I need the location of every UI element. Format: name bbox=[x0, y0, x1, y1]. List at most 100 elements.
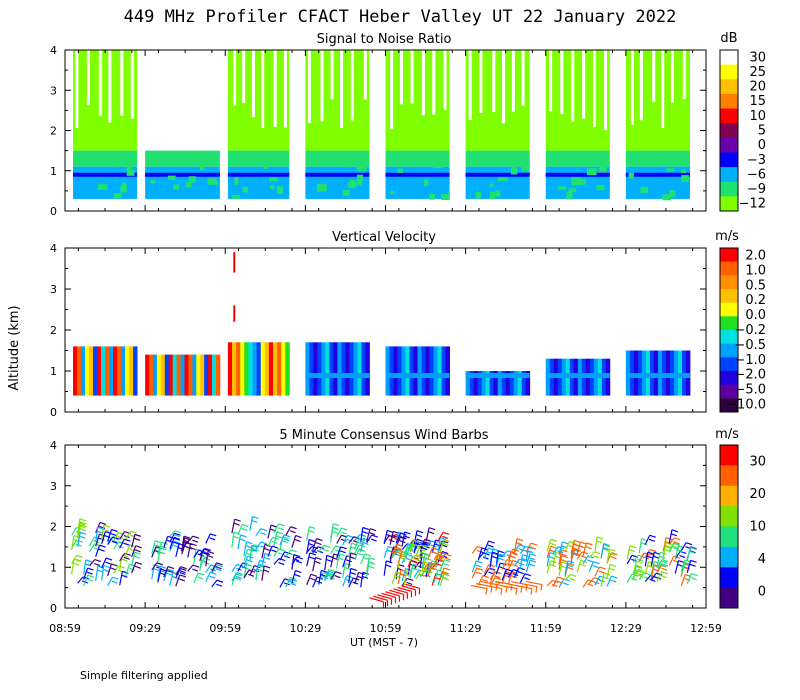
vv-cell bbox=[305, 342, 310, 396]
snr-patch bbox=[126, 169, 135, 176]
x-tick-label: 10:59 bbox=[370, 622, 402, 635]
wind-barb bbox=[360, 571, 369, 588]
snr-layer bbox=[385, 172, 450, 177]
snr-region-mid bbox=[73, 150, 138, 167]
colorbar-label: −6 bbox=[747, 167, 766, 182]
vv-cell bbox=[485, 371, 491, 396]
vv-units: m/s bbox=[715, 229, 739, 244]
wind-axes: 08:59 09:29 09:59 10:29 10:59 11:29 11:59 12:29… bbox=[49, 439, 722, 635]
wind-barbs bbox=[71, 515, 698, 608]
vv-cell bbox=[409, 346, 414, 396]
snr-layer bbox=[227, 172, 290, 177]
wind-barb bbox=[205, 533, 217, 544]
wind-barb bbox=[89, 558, 102, 567]
snr-region-low bbox=[385, 166, 450, 199]
snr-panel-title: Signal to Noise Ratio bbox=[317, 32, 452, 47]
wind-barb bbox=[401, 585, 417, 596]
wind-barb bbox=[273, 557, 286, 566]
snr-gap-streak bbox=[511, 50, 515, 112]
snr-gap-streak bbox=[350, 50, 354, 121]
wind-barb bbox=[330, 526, 339, 543]
wind-barb bbox=[249, 544, 260, 557]
wind-barb bbox=[513, 567, 525, 578]
snr-gap-streak bbox=[410, 50, 414, 104]
wind-barb bbox=[336, 552, 345, 569]
vv-band bbox=[545, 373, 610, 379]
snr-layer bbox=[545, 172, 610, 177]
wind-barb bbox=[187, 564, 200, 572]
vv-cell bbox=[281, 342, 286, 396]
wind-barb bbox=[656, 571, 668, 582]
snr-patch bbox=[173, 184, 180, 190]
snr-patch bbox=[188, 176, 196, 183]
snr-gap-streak bbox=[307, 50, 311, 124]
snr-region-upper bbox=[305, 50, 370, 151]
vv-cell bbox=[469, 371, 475, 396]
colorbar-swatch bbox=[720, 302, 738, 317]
vv-heatmap bbox=[73, 252, 691, 396]
wind-barb bbox=[169, 532, 181, 543]
snr-gap-streak bbox=[233, 50, 237, 106]
snr-gap-streak bbox=[432, 50, 436, 115]
colorbar-swatch bbox=[720, 398, 738, 413]
wind-barb bbox=[668, 537, 681, 545]
wind-barb bbox=[686, 559, 697, 574]
snr-patch bbox=[356, 180, 363, 186]
wind-barb bbox=[107, 576, 119, 587]
wind-barb bbox=[483, 563, 496, 575]
colorbar-swatch bbox=[720, 261, 738, 276]
vv-cell bbox=[196, 354, 201, 396]
wind-barb bbox=[119, 538, 131, 549]
y-axis-label: Altitude (km) bbox=[7, 305, 22, 390]
wind-barb bbox=[485, 584, 503, 595]
wind-barb bbox=[306, 573, 318, 586]
y-tick-label: 2 bbox=[50, 324, 57, 337]
wind-barb bbox=[312, 546, 325, 554]
y-tick-label: 3 bbox=[50, 283, 57, 296]
vv-cell bbox=[180, 354, 185, 396]
colorbar-label: 4 bbox=[758, 552, 766, 567]
wind-barb bbox=[131, 533, 142, 548]
vv-cell bbox=[493, 371, 499, 396]
colorbar-label: −9 bbox=[747, 182, 766, 197]
vv-cell bbox=[85, 346, 90, 396]
vv-cell bbox=[272, 342, 278, 396]
x-tick-label: 11:59 bbox=[530, 622, 562, 635]
vv-cell bbox=[125, 346, 130, 396]
snr-region-mid bbox=[145, 150, 220, 167]
wind-barb bbox=[439, 573, 451, 587]
y-tick-label: 0 bbox=[50, 602, 57, 615]
colorbar-label: −12 bbox=[739, 197, 766, 212]
colorbar-label: −0.5 bbox=[734, 338, 766, 353]
wind-barb bbox=[626, 545, 637, 560]
snr-gap-streak bbox=[661, 50, 665, 128]
snr-gap-streak bbox=[652, 50, 656, 103]
snr-patch bbox=[125, 161, 133, 167]
snr-patch bbox=[640, 186, 649, 193]
vv-cell bbox=[73, 346, 78, 396]
vv-cell bbox=[445, 346, 450, 396]
wind-barb bbox=[211, 562, 223, 572]
vv-cell bbox=[337, 342, 342, 396]
vv-cell bbox=[152, 354, 158, 396]
colorbar-swatch bbox=[720, 465, 738, 487]
vv-cell bbox=[309, 342, 314, 396]
vv-cell bbox=[97, 346, 102, 396]
snr-region-mid bbox=[465, 150, 530, 167]
vv-cell bbox=[188, 354, 193, 396]
colorbar-label: 0 bbox=[758, 585, 766, 600]
wind-barb bbox=[415, 544, 427, 557]
vv-cell bbox=[365, 342, 370, 396]
wind-barb bbox=[381, 592, 397, 604]
snr-gap-streak bbox=[502, 50, 506, 124]
snr-region-mid bbox=[625, 150, 690, 167]
wind-barb bbox=[401, 531, 411, 547]
snr-gap-streak bbox=[242, 50, 246, 103]
wind-barb bbox=[513, 538, 524, 553]
colorbar-label: 0 bbox=[758, 138, 766, 153]
vv-cell bbox=[465, 371, 471, 396]
snr-gap-streak bbox=[682, 50, 686, 99]
wind-barb bbox=[558, 549, 568, 565]
wind-barb bbox=[249, 515, 259, 531]
wind-barb bbox=[312, 556, 322, 572]
